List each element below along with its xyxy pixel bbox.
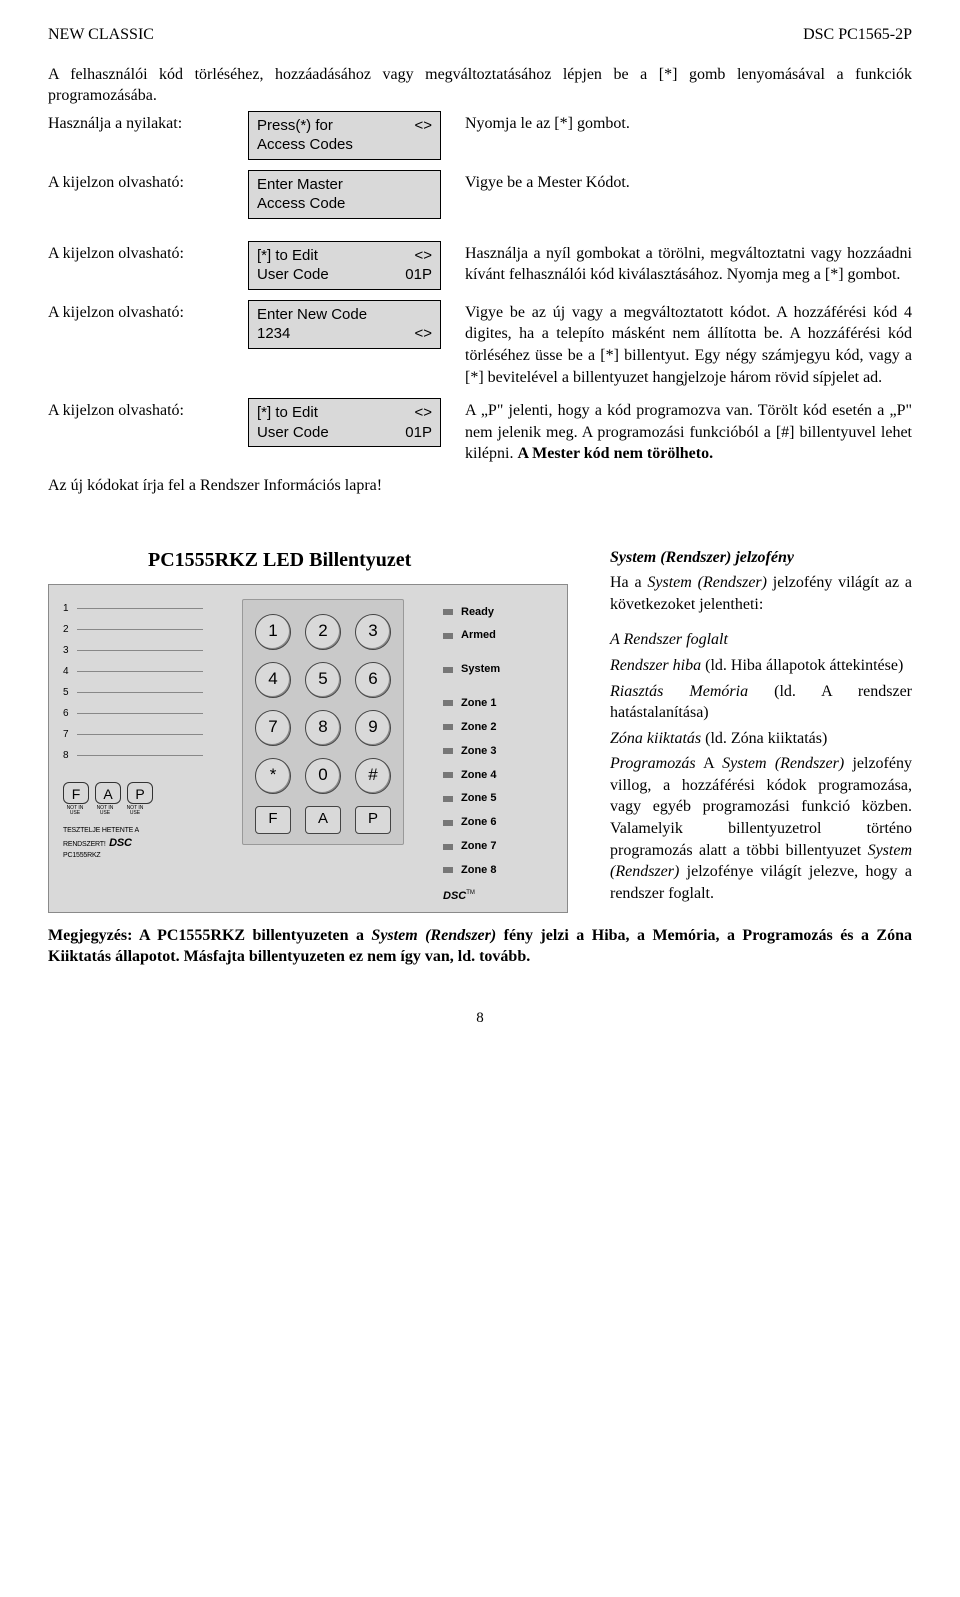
status-zone-row: Zone 1 xyxy=(443,696,553,711)
keypad-p-button[interactable]: P xyxy=(355,806,391,834)
dsc-logo-icon: DSC xyxy=(443,890,466,902)
row5-instruction: A „P" jelenti, hogy a kód programozva va… xyxy=(441,398,912,465)
row3-instruction: Használja a nyíl gombokat a törölni, meg… xyxy=(441,241,912,286)
keypad-f-button[interactable]: F xyxy=(255,806,291,834)
keypad-key-4[interactable]: 4 xyxy=(255,662,291,698)
row1-label: Használja a nyilakat: xyxy=(48,111,248,135)
led-icon xyxy=(443,700,453,706)
led-icon xyxy=(443,667,453,673)
fap-sub-1: NOT IN USE xyxy=(63,806,87,816)
page-header: NEW CLASSIC DSC PC1565-2P xyxy=(48,24,912,46)
note-line: Az új kódokat írja fel a Rendszer Inform… xyxy=(48,475,912,497)
status-system: System xyxy=(461,662,500,677)
test-line: TESZTELJE HETENTE A RENDSZERT! DSC PC155… xyxy=(63,826,203,860)
keypad-key-6[interactable]: 6 xyxy=(355,662,391,698)
keypad-key-5[interactable]: 5 xyxy=(305,662,341,698)
led-icon xyxy=(443,844,453,850)
status-zone-row: Zone 8 xyxy=(443,863,553,878)
status-zone-row: Zone 5 xyxy=(443,791,553,806)
row2-label: A kijelzon olvasható: xyxy=(48,170,248,194)
fap-sub-2: NOT IN USE xyxy=(93,806,117,816)
lcd-display-2: Enter Master Access Code xyxy=(248,170,441,219)
fap-f-small[interactable]: F xyxy=(63,782,89,805)
zone-writein-row: 7 xyxy=(63,725,203,745)
zone-writein-row: 1 xyxy=(63,599,203,619)
keypad-key-9[interactable]: 9 xyxy=(355,710,391,746)
keypad-key-7[interactable]: 7 xyxy=(255,710,291,746)
led-icon xyxy=(443,748,453,754)
lcd-display-5: [*] to Edit<> User Code01P xyxy=(248,398,441,447)
intro-block: A felhasználói kód törléséhez, hozzáadás… xyxy=(48,64,912,219)
led-icon xyxy=(443,724,453,730)
zone-writein-row: 2 xyxy=(63,620,203,640)
keypad-panel: 12345678 F A P NOT IN USE NOT IN USE NOT… xyxy=(48,584,568,913)
led-icon xyxy=(443,633,453,639)
zone-writein-list: 12345678 F A P NOT IN USE NOT IN USE NOT… xyxy=(63,599,203,904)
keypad-key-1[interactable]: 1 xyxy=(255,614,291,650)
fap-a-small[interactable]: A xyxy=(95,782,121,805)
intro-paragraph: A felhasználói kód törléséhez, hozzáadás… xyxy=(48,64,912,107)
keypad-a-button[interactable]: A xyxy=(305,806,341,834)
keypad-title: PC1555RKZ LED Billentyuzet xyxy=(148,547,588,574)
status-zone-row: Zone 4 xyxy=(443,768,553,783)
zone-writein-row: 6 xyxy=(63,704,203,724)
footer-note: Megjegyzés: A PC1555RKZ billentyuzeten a… xyxy=(48,925,912,968)
zone-writein-row: 5 xyxy=(63,683,203,703)
zone-writein-row: 4 xyxy=(63,662,203,682)
numeric-keypad: 123 456 789 * 0 # F A P xyxy=(242,599,404,845)
status-ready: Ready xyxy=(461,605,494,620)
status-zone-row: Zone 7 xyxy=(443,839,553,854)
lcd-display-3: [*] to Edit<> User Code01P xyxy=(248,241,441,290)
keypad-key-*[interactable]: * xyxy=(255,758,291,794)
header-right: DSC PC1565-2P xyxy=(803,24,912,46)
led-icon xyxy=(443,820,453,826)
led-icon xyxy=(443,609,453,615)
fap-p-small[interactable]: P xyxy=(127,782,153,805)
row5-label: A kijelzon olvasható: xyxy=(48,398,248,422)
led-icon xyxy=(443,772,453,778)
side-explanation: System (Rendszer) jelzofény Ha a System … xyxy=(588,547,912,909)
keypad-key-#[interactable]: # xyxy=(355,758,391,794)
keypad-key-8[interactable]: 8 xyxy=(305,710,341,746)
status-zone-row: Zone 2 xyxy=(443,720,553,735)
page-number: 8 xyxy=(48,1008,912,1028)
row4-label: A kijelzon olvasható: xyxy=(48,300,248,324)
keypad-key-3[interactable]: 3 xyxy=(355,614,391,650)
lcd-display-4: Enter New Code 1234<> xyxy=(248,300,441,349)
section-2: A kijelzon olvasható: [*] to Edit<> User… xyxy=(48,241,912,497)
row3-label: A kijelzon olvasható: xyxy=(48,241,248,265)
header-left: NEW CLASSIC xyxy=(48,24,154,46)
led-icon xyxy=(443,796,453,802)
keypad-key-2[interactable]: 2 xyxy=(305,614,341,650)
led-icon xyxy=(443,867,453,873)
row4-instruction: Vigye be az új vagy a megváltoztatott kó… xyxy=(441,300,912,388)
zone-writein-row: 3 xyxy=(63,641,203,661)
status-led-column: Ready Armed System Zone 1 Zone 2 Zone 3 Zon… xyxy=(443,599,553,904)
fap-sub-3: NOT IN USE xyxy=(123,806,147,816)
lcd-display-1: Press(*) for<> Access Codes xyxy=(248,111,441,160)
fap-buttons-small: F A P xyxy=(63,782,203,805)
zone-writein-row: 8 xyxy=(63,746,203,766)
keypad-key-0[interactable]: 0 xyxy=(305,758,341,794)
dsc-logo-small: DSC xyxy=(109,837,132,849)
status-zone-row: Zone 6 xyxy=(443,815,553,830)
status-armed: Armed xyxy=(461,628,496,643)
side-item-1: A Rendszer foglalt xyxy=(610,631,728,648)
keypad-section: PC1555RKZ LED Billentyuzet 12345678 F A … xyxy=(48,547,912,913)
row2-instruction: Vigye be a Mester Kódot. xyxy=(441,170,912,194)
row1-instruction: Nyomja le az [*] gombot. xyxy=(441,111,912,135)
status-zone-row: Zone 3 xyxy=(443,744,553,759)
